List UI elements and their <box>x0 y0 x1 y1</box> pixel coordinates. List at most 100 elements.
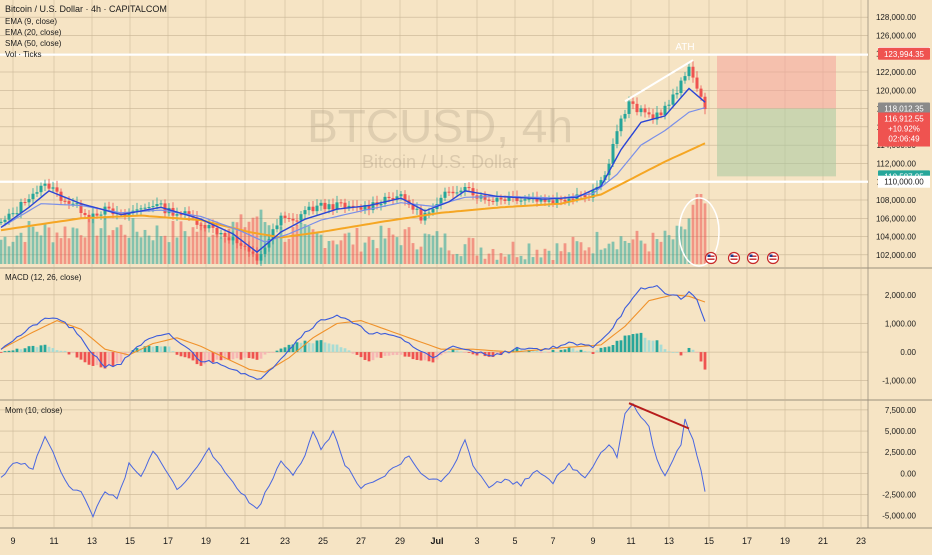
candle-body <box>643 108 647 113</box>
volume-bar <box>519 255 523 264</box>
volume-bar <box>155 225 159 264</box>
volume-bar <box>15 235 19 264</box>
bearish-divergence-line <box>628 402 690 430</box>
volume-bar <box>483 258 487 264</box>
candle-body <box>31 193 35 200</box>
x-tick-label: 23 <box>856 536 866 546</box>
volume-bar <box>175 237 179 264</box>
candle-body <box>147 206 151 208</box>
macd-histogram-bar <box>535 350 539 353</box>
volume-bar <box>19 232 23 264</box>
volume-bar <box>411 243 415 264</box>
economic-event-flag-icon[interactable] <box>746 251 760 265</box>
macd-histogram-bar <box>603 347 607 353</box>
volume-bar <box>95 235 99 264</box>
candle-body <box>327 204 331 210</box>
macd-histogram-bar <box>671 352 675 353</box>
macd-histogram-bar <box>259 352 263 359</box>
macd-histogram-bar <box>555 351 559 353</box>
macd-histogram-bar <box>271 352 275 353</box>
candle-body <box>583 194 587 198</box>
volume-bar <box>587 247 591 264</box>
macd-histogram-bar <box>471 352 475 355</box>
volume-bar <box>391 234 395 264</box>
macd-histogram-bar <box>223 352 227 360</box>
candle-body <box>7 213 11 220</box>
macd-histogram-bar <box>27 346 31 353</box>
macd-histogram-bar <box>359 352 363 358</box>
candle-body <box>275 225 279 230</box>
economic-event-flag-icon[interactable] <box>727 251 741 265</box>
macd-histogram-bar <box>395 352 399 355</box>
candle-body <box>395 196 399 200</box>
x-tick-label: 15 <box>125 536 135 546</box>
volume-bar <box>303 224 307 264</box>
candle-body <box>483 195 487 200</box>
volume-bar <box>571 236 575 264</box>
volume-bar <box>479 247 483 264</box>
volume-bar <box>427 234 431 264</box>
macd-signal-line <box>0 294 706 373</box>
macd-axis-tick-label: 1,000.00 <box>885 319 917 328</box>
volume-bar <box>439 247 443 264</box>
macd-histogram-bar <box>215 352 219 360</box>
macd-histogram-bar <box>591 352 595 354</box>
x-tick-label: 13 <box>87 536 97 546</box>
volume-bar <box>79 235 83 264</box>
legend-sma50: SMA (50, close) <box>5 39 62 48</box>
macd-histogram-bar <box>19 349 23 353</box>
volume-bar <box>227 228 231 264</box>
macd-histogram-bar <box>343 348 347 353</box>
volume-bar <box>515 257 519 264</box>
flag-canton <box>749 254 753 257</box>
candle-body <box>3 219 7 222</box>
macd-histogram-bar <box>455 350 459 353</box>
candle-body <box>67 201 71 204</box>
macd-histogram-bar <box>335 344 339 353</box>
volume-bar <box>611 241 615 264</box>
volume-bar <box>187 236 191 264</box>
candle-body <box>199 224 203 226</box>
volume-bar <box>535 249 539 264</box>
candle-body <box>507 196 511 201</box>
macd-histogram-bar <box>203 352 207 365</box>
macd-axis-tick-label: -1,000.00 <box>882 377 916 386</box>
legend-ema9: EMA (9, close) <box>5 17 57 26</box>
candle-body <box>607 163 611 176</box>
volume-bar <box>255 216 259 264</box>
volume-bar <box>271 232 275 264</box>
take-profit-zone <box>717 108 836 177</box>
volume-bar <box>467 237 471 264</box>
candle-body <box>431 209 435 213</box>
macd-histogram-bar <box>459 351 463 353</box>
volume-bar <box>55 232 59 264</box>
macd-histogram-bar <box>39 345 43 353</box>
candle-body <box>291 218 295 221</box>
ath-trend-line <box>624 59 694 103</box>
volume-bar <box>291 227 295 264</box>
sma50-line <box>0 142 706 239</box>
candle-body <box>35 192 39 194</box>
economic-event-flag-icon[interactable] <box>766 251 780 265</box>
volume-bar <box>99 228 103 264</box>
macd-histogram-bar <box>539 352 543 354</box>
x-tick-label: 11 <box>626 536 635 546</box>
volume-bar <box>651 232 655 264</box>
volume-bar <box>323 248 327 264</box>
macd-histogram-bar <box>447 350 451 353</box>
macd-histogram-bar <box>243 352 247 358</box>
volume-bar <box>135 231 139 264</box>
candle-body <box>639 108 643 113</box>
macd-histogram-bar <box>667 351 671 353</box>
volume-spike-ellipse <box>678 197 720 267</box>
volume-bar <box>171 221 175 264</box>
macd-histogram-bar <box>279 348 283 353</box>
stop-price-badge-bg <box>878 47 930 60</box>
economic-event-flag-icon[interactable] <box>704 251 718 265</box>
macd-histogram-bar <box>411 352 415 360</box>
macd-histogram-bar <box>135 348 139 353</box>
macd-histogram-bar <box>31 345 35 353</box>
stop-price-badge: 123,994.35 <box>884 50 925 59</box>
mom-axis-tick-label: 5,000.00 <box>885 427 917 436</box>
